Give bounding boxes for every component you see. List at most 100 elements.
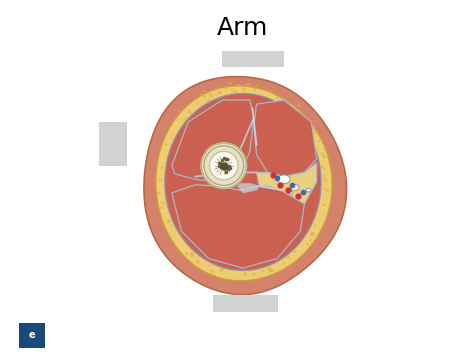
Ellipse shape <box>312 233 314 235</box>
Ellipse shape <box>249 83 251 85</box>
Ellipse shape <box>196 261 200 263</box>
Ellipse shape <box>291 185 299 191</box>
Ellipse shape <box>185 252 187 254</box>
Ellipse shape <box>269 269 272 271</box>
Ellipse shape <box>310 240 311 241</box>
Ellipse shape <box>273 270 274 271</box>
Polygon shape <box>165 94 321 271</box>
Ellipse shape <box>241 86 244 88</box>
Ellipse shape <box>278 175 290 184</box>
Ellipse shape <box>220 268 223 271</box>
Ellipse shape <box>323 168 325 170</box>
Ellipse shape <box>207 100 208 101</box>
Ellipse shape <box>310 233 312 235</box>
Ellipse shape <box>298 104 301 106</box>
Ellipse shape <box>268 267 271 270</box>
Ellipse shape <box>323 177 326 179</box>
Ellipse shape <box>324 156 326 158</box>
Ellipse shape <box>243 88 246 91</box>
Ellipse shape <box>168 221 170 223</box>
Ellipse shape <box>201 94 203 95</box>
Polygon shape <box>172 100 254 182</box>
Ellipse shape <box>171 225 173 226</box>
Ellipse shape <box>324 180 327 181</box>
Ellipse shape <box>165 144 167 146</box>
Ellipse shape <box>161 207 163 209</box>
Ellipse shape <box>189 113 191 114</box>
Ellipse shape <box>256 85 258 86</box>
Ellipse shape <box>191 255 194 257</box>
Ellipse shape <box>233 90 237 93</box>
Ellipse shape <box>209 93 211 95</box>
Ellipse shape <box>305 116 306 117</box>
Ellipse shape <box>246 84 249 86</box>
Text: Arm: Arm <box>217 16 269 40</box>
Ellipse shape <box>312 233 315 234</box>
Ellipse shape <box>245 275 246 276</box>
Bar <box>222 51 284 67</box>
Ellipse shape <box>197 103 199 104</box>
Ellipse shape <box>327 191 329 192</box>
Ellipse shape <box>188 110 191 113</box>
Ellipse shape <box>191 252 193 254</box>
Ellipse shape <box>174 119 176 121</box>
Ellipse shape <box>318 141 320 142</box>
Ellipse shape <box>324 188 326 190</box>
Ellipse shape <box>296 111 298 113</box>
Ellipse shape <box>282 98 284 100</box>
Ellipse shape <box>287 256 290 258</box>
Bar <box>100 122 127 166</box>
Ellipse shape <box>254 274 255 275</box>
Ellipse shape <box>173 133 174 135</box>
Ellipse shape <box>321 153 324 155</box>
Ellipse shape <box>252 274 255 276</box>
Ellipse shape <box>324 175 325 176</box>
Polygon shape <box>144 77 346 295</box>
Polygon shape <box>172 185 304 268</box>
Ellipse shape <box>210 270 213 273</box>
Ellipse shape <box>276 97 278 99</box>
Ellipse shape <box>162 202 165 204</box>
Ellipse shape <box>203 96 206 98</box>
Polygon shape <box>237 184 259 193</box>
Ellipse shape <box>306 189 311 192</box>
Ellipse shape <box>208 99 210 101</box>
Ellipse shape <box>220 269 221 271</box>
Ellipse shape <box>197 260 199 261</box>
Ellipse shape <box>255 86 257 87</box>
Ellipse shape <box>307 244 309 245</box>
Ellipse shape <box>254 88 256 90</box>
Ellipse shape <box>225 88 227 89</box>
Ellipse shape <box>216 94 217 95</box>
Ellipse shape <box>244 273 247 275</box>
Ellipse shape <box>159 178 161 180</box>
Polygon shape <box>156 86 332 281</box>
Ellipse shape <box>323 204 326 206</box>
Polygon shape <box>254 100 317 176</box>
Ellipse shape <box>183 119 186 121</box>
Ellipse shape <box>218 91 221 94</box>
Ellipse shape <box>311 137 314 138</box>
Ellipse shape <box>186 117 189 120</box>
Ellipse shape <box>289 191 292 195</box>
Ellipse shape <box>170 137 171 138</box>
Ellipse shape <box>179 110 181 112</box>
Ellipse shape <box>307 130 309 131</box>
Ellipse shape <box>191 253 192 254</box>
Ellipse shape <box>230 83 232 84</box>
Ellipse shape <box>209 265 210 266</box>
Ellipse shape <box>270 271 272 272</box>
Ellipse shape <box>262 270 264 272</box>
Ellipse shape <box>202 91 205 92</box>
Ellipse shape <box>210 95 213 98</box>
Ellipse shape <box>288 107 290 108</box>
Ellipse shape <box>293 251 296 253</box>
Circle shape <box>210 151 238 180</box>
Ellipse shape <box>323 156 325 158</box>
Ellipse shape <box>161 166 164 169</box>
Ellipse shape <box>321 165 324 168</box>
Ellipse shape <box>297 111 299 113</box>
Ellipse shape <box>237 84 240 86</box>
Ellipse shape <box>307 129 310 131</box>
Bar <box>213 295 278 312</box>
